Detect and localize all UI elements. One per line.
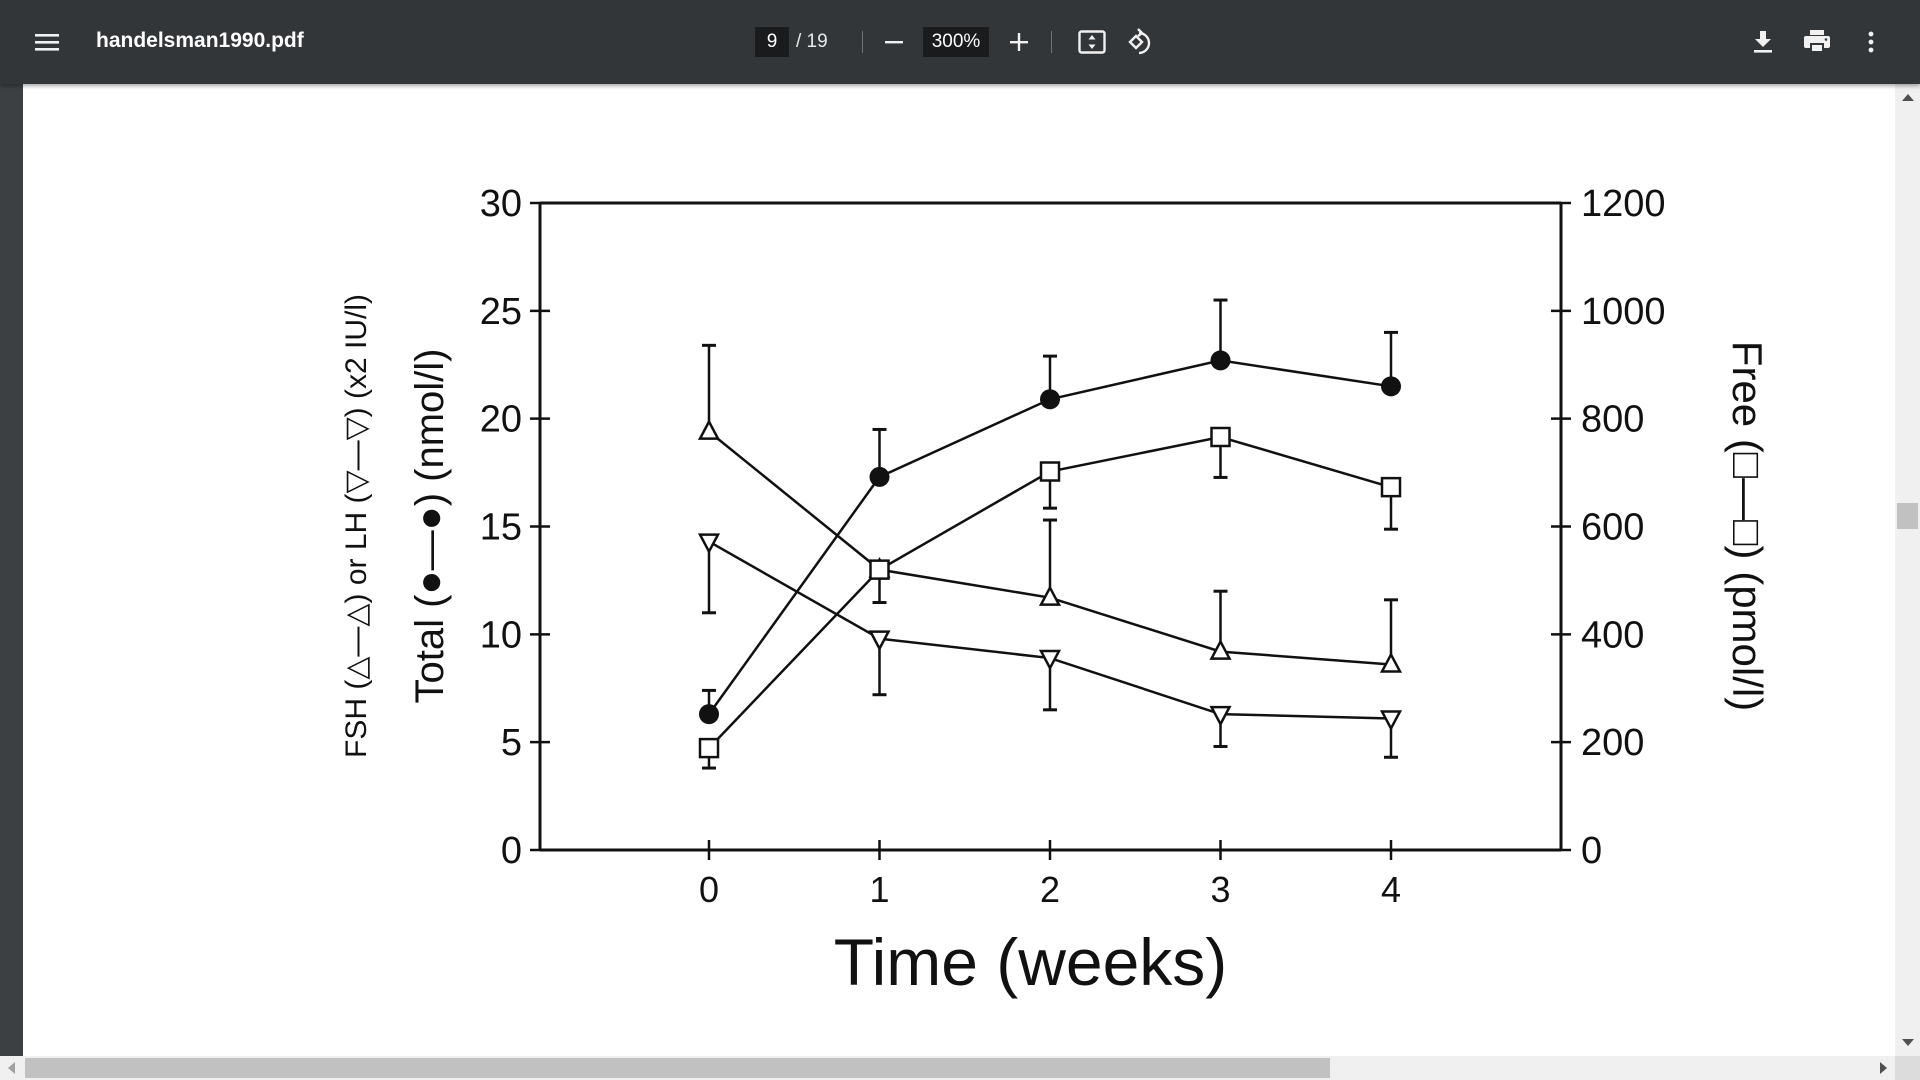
right-tick-label: 800 bbox=[1581, 399, 1644, 441]
data-point-total bbox=[1381, 376, 1401, 397]
data-point-lh bbox=[1379, 710, 1403, 732]
print-button[interactable] bbox=[1801, 26, 1833, 58]
rotate-button[interactable] bbox=[1124, 26, 1156, 58]
x-tick-label: 4 bbox=[1381, 869, 1401, 910]
x-tick-label: 0 bbox=[699, 869, 719, 910]
print-icon bbox=[1804, 30, 1830, 53]
page-total: / 19 bbox=[796, 31, 828, 52]
scroll-down-icon[interactable] bbox=[1902, 1039, 1914, 1046]
more-vert-icon bbox=[1868, 31, 1874, 53]
toolbar-divider bbox=[862, 31, 863, 53]
zoom-out-button[interactable] bbox=[878, 26, 910, 58]
rotate-icon bbox=[1128, 28, 1151, 55]
data-point-free bbox=[869, 559, 890, 580]
data-point-free bbox=[1210, 426, 1231, 448]
data-point-free bbox=[698, 737, 720, 759]
zoom-in-icon bbox=[1010, 33, 1028, 51]
right-tick-label: 1000 bbox=[1581, 291, 1666, 333]
horizontal-scrollbar[interactable] bbox=[0, 1056, 1895, 1080]
right-tick-label: 1200 bbox=[1581, 183, 1666, 225]
scrollbar-corner bbox=[1895, 1056, 1920, 1080]
x-tick-label: 1 bbox=[869, 869, 889, 910]
figure-chart: 0 5 10 15 20 25 30 0 200 400 600 800 1000 1200 0 1 2 3 4 Ti… bbox=[340, 183, 1771, 999]
data-point-total bbox=[869, 466, 890, 487]
toolbar-divider bbox=[1051, 31, 1052, 53]
right-tick-label: 600 bbox=[1581, 507, 1644, 549]
page-number-input[interactable]: 9 bbox=[755, 27, 789, 57]
data-point-lh bbox=[868, 630, 891, 652]
left-tick-label: 25 bbox=[480, 291, 522, 333]
left-tick-label: 15 bbox=[480, 507, 522, 549]
fit-page-icon bbox=[1078, 30, 1106, 54]
vertical-scroll-thumb[interactable] bbox=[1897, 503, 1918, 529]
left-tick-label: 0 bbox=[501, 830, 522, 872]
left-tick-label: 30 bbox=[480, 183, 522, 225]
left-tick-label: 10 bbox=[480, 614, 522, 656]
horizontal-scroll-thumb[interactable] bbox=[25, 1058, 1330, 1078]
menu-icon[interactable] bbox=[31, 26, 63, 58]
data-point-fsh bbox=[1379, 651, 1403, 673]
left-tick-label: 20 bbox=[480, 399, 522, 441]
data-point-free bbox=[1380, 476, 1402, 498]
document-title: handelsman1990.pdf bbox=[96, 29, 304, 52]
x-axis-label: Time (weeks) bbox=[834, 925, 1228, 999]
right-tick-label: 0 bbox=[1581, 830, 1602, 872]
scroll-right-icon[interactable] bbox=[1880, 1062, 1887, 1074]
data-point-free bbox=[1039, 461, 1061, 482]
scroll-up-icon[interactable] bbox=[1902, 94, 1914, 101]
right-tick-label: 200 bbox=[1581, 722, 1644, 764]
vertical-scrollbar[interactable] bbox=[1895, 84, 1920, 1056]
scroll-left-icon[interactable] bbox=[8, 1062, 15, 1074]
data-point-fsh bbox=[1209, 638, 1232, 660]
pdf-page: 0 5 10 15 20 25 30 0 200 400 600 800 1000 1200 0 1 2 3 4 Ti… bbox=[23, 84, 1895, 1056]
data-point-fsh bbox=[1038, 584, 1062, 606]
download-icon bbox=[1754, 31, 1772, 53]
pdf-toolbar: handelsman1990.pdf 9 / 19 300% bbox=[0, 0, 1920, 84]
download-button[interactable] bbox=[1747, 26, 1779, 58]
data-point-lh bbox=[697, 533, 721, 555]
zoom-in-button[interactable] bbox=[1003, 26, 1035, 58]
x-tick-label: 2 bbox=[1040, 869, 1060, 910]
fit-to-page-button[interactable] bbox=[1076, 26, 1108, 58]
x-tick-label: 3 bbox=[1210, 869, 1230, 910]
zoom-level-input[interactable]: 300% bbox=[923, 27, 989, 57]
left-outer-axis-label: FSH (△—△) or LH (▽—▽) (x2 IU/l) bbox=[340, 294, 373, 758]
data-point-total bbox=[699, 704, 719, 725]
data-point-lh bbox=[1209, 705, 1232, 727]
zoom-out-icon bbox=[885, 41, 903, 44]
viewer-left-margin bbox=[0, 84, 23, 1056]
more-options-button[interactable] bbox=[1855, 26, 1887, 58]
right-tick-label: 400 bbox=[1581, 614, 1644, 656]
data-point-fsh bbox=[697, 418, 721, 440]
data-point-total bbox=[1040, 389, 1060, 410]
right-axis-label: Free (□—□) (pmol/l) bbox=[1724, 341, 1771, 711]
left-inner-axis-label: Total (●—●) (nmol/l) bbox=[408, 348, 452, 703]
left-tick-label: 5 bbox=[501, 722, 522, 764]
data-point-lh bbox=[1038, 649, 1062, 671]
data-point-total bbox=[1210, 350, 1231, 371]
